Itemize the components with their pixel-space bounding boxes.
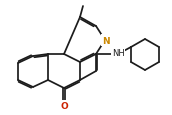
Text: O: O <box>60 102 68 111</box>
Text: N: N <box>102 36 110 45</box>
Text: NH: NH <box>112 49 124 58</box>
